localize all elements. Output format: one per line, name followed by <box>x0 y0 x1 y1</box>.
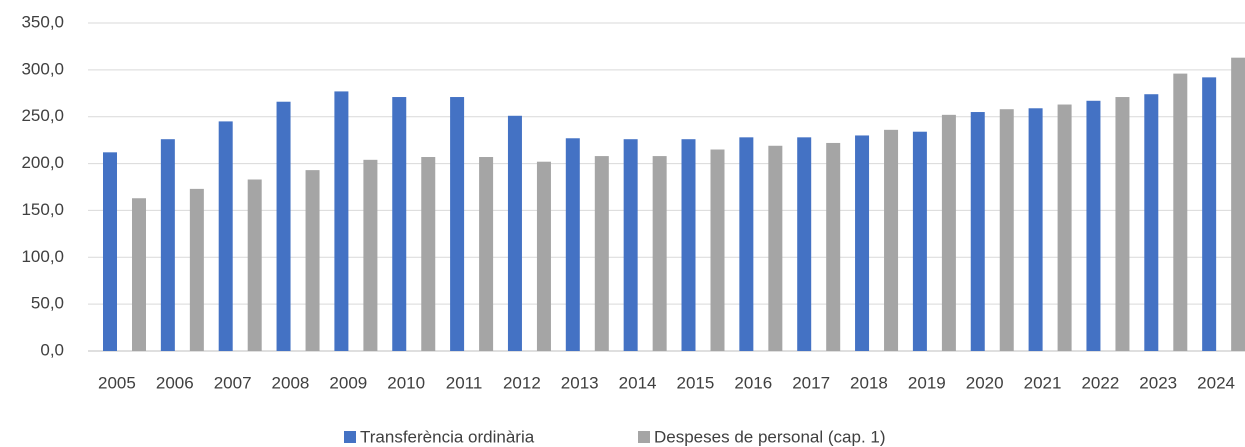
bar <box>1144 94 1159 352</box>
x-tick-label: 2012 <box>503 373 541 392</box>
legend-swatch <box>638 431 650 443</box>
bar <box>826 142 841 351</box>
bar <box>392 97 407 351</box>
bar <box>594 156 609 351</box>
x-tick-label: 2013 <box>561 373 599 392</box>
x-tick-label: 2023 <box>1139 373 1177 392</box>
bar <box>710 149 725 351</box>
bar <box>103 152 117 351</box>
bar <box>768 145 783 351</box>
bar <box>739 137 754 351</box>
bar <box>884 129 899 351</box>
bar <box>1115 97 1130 351</box>
x-tick-label: 2017 <box>792 373 830 392</box>
x-tick-label: 2018 <box>850 373 888 392</box>
y-tick-label: 250,0 <box>21 106 64 125</box>
y-tick-label: 0,0 <box>40 340 64 359</box>
bar <box>536 161 551 351</box>
x-tick-label: 2014 <box>619 373 657 392</box>
x-tick-label: 2020 <box>966 373 1004 392</box>
bar <box>855 135 870 351</box>
bar <box>479 157 494 351</box>
x-tick-label: 2021 <box>1024 373 1062 392</box>
bar <box>681 139 696 351</box>
bar <box>999 109 1014 352</box>
x-tick-label: 2011 <box>446 373 483 392</box>
bar <box>941 114 956 351</box>
y-tick-label: 350,0 <box>21 12 64 31</box>
bar <box>247 179 262 351</box>
bar <box>160 139 175 351</box>
bar <box>276 101 291 351</box>
bar <box>652 156 667 351</box>
x-tick-label: 2015 <box>677 373 715 392</box>
bar <box>970 112 985 352</box>
bar <box>218 121 233 352</box>
x-tick-label: 2010 <box>387 373 425 392</box>
bar <box>1057 104 1072 351</box>
bar <box>132 198 146 351</box>
bar <box>1028 108 1043 351</box>
bar <box>1202 77 1217 352</box>
bar <box>1173 73 1188 351</box>
bar <box>363 159 378 351</box>
x-tick-label: 2005 <box>98 373 136 392</box>
y-tick-label: 50,0 <box>31 294 64 313</box>
y-tick-label: 200,0 <box>21 153 64 172</box>
x-tick-label: 2016 <box>734 373 772 392</box>
bar <box>1231 57 1245 351</box>
bar <box>421 157 436 351</box>
bar <box>334 91 349 351</box>
legend-label: Transferència ordinària <box>360 427 535 446</box>
x-tick-label: 2022 <box>1081 373 1119 392</box>
x-tick-label: 2007 <box>214 373 252 392</box>
bar <box>565 138 580 351</box>
bar <box>305 170 320 351</box>
bar <box>507 115 522 351</box>
y-tick-label: 100,0 <box>21 247 64 266</box>
legend-label: Despeses de personal (cap. 1) <box>654 427 886 446</box>
bar <box>623 139 638 351</box>
x-tick-label: 2009 <box>329 373 367 392</box>
bar <box>1086 100 1101 351</box>
legend-swatch <box>344 431 356 443</box>
bar <box>912 131 927 351</box>
bar <box>189 188 204 351</box>
y-tick-label: 150,0 <box>21 200 64 219</box>
bar <box>797 137 812 351</box>
x-tick-label: 2006 <box>156 373 194 392</box>
x-tick-label: 2024 <box>1197 373 1235 392</box>
x-tick-label: 2008 <box>272 373 310 392</box>
y-tick-label: 300,0 <box>21 59 64 78</box>
x-tick-label: 2019 <box>908 373 946 392</box>
bar <box>450 97 465 351</box>
